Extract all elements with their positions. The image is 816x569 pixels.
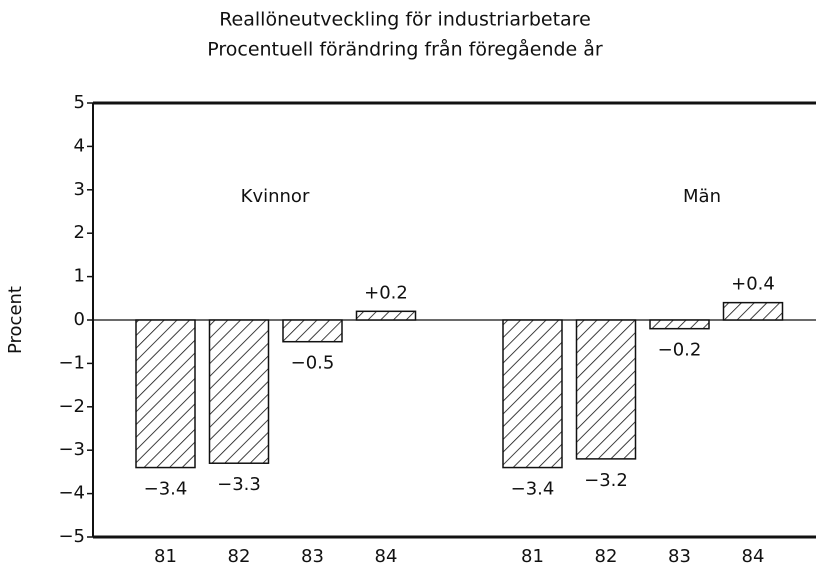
- value-label: −0.5: [291, 353, 335, 374]
- value-label: −3.3: [217, 474, 261, 495]
- y-axis-label: Procent: [5, 286, 26, 354]
- x-tick-label: 81: [521, 546, 544, 567]
- x-tick-label: 82: [595, 546, 618, 567]
- x-tick-label: 81: [154, 546, 177, 567]
- value-label: −0.2: [658, 340, 702, 361]
- x-tick-label: 84: [375, 546, 398, 567]
- x-tick-label: 82: [228, 546, 251, 567]
- bar: [355, 310, 417, 321]
- value-label: −3.4: [511, 479, 555, 500]
- x-tick-label: 84: [742, 546, 765, 567]
- y-tick-label: 0: [74, 309, 85, 330]
- y-tick-label: 2: [74, 222, 85, 243]
- x-tick-label: 83: [668, 546, 691, 567]
- y-tick-label: −4: [58, 483, 85, 504]
- group-label: Män: [683, 186, 721, 207]
- y-tick-label: −1: [58, 352, 85, 373]
- y-tick-label: −2: [58, 396, 85, 417]
- bar: [282, 319, 343, 343]
- y-tick-label: 4: [74, 135, 85, 156]
- chart-title: Reallöneutveckling för industriarbetare: [219, 9, 591, 31]
- value-label: −3.4: [144, 479, 188, 500]
- group-label: Kvinnor: [241, 186, 310, 207]
- bar: [135, 319, 196, 469]
- value-label: +0.4: [731, 274, 775, 295]
- chart-subtitle: Procentuell förändring från föregående å…: [207, 38, 603, 61]
- bar: [502, 319, 563, 469]
- y-tick-label: −5: [58, 526, 85, 547]
- y-tick-label: 3: [74, 179, 85, 200]
- bar: [722, 301, 784, 321]
- y-tick-label: 1: [74, 266, 85, 287]
- bar: [208, 319, 270, 464]
- x-tick-label: 83: [301, 546, 324, 567]
- value-label: +0.2: [364, 282, 408, 303]
- y-tick-label: −3: [58, 439, 85, 460]
- y-tick-label: 5: [74, 92, 85, 113]
- value-label: −3.2: [584, 470, 628, 491]
- bar: [575, 319, 637, 460]
- bar: [649, 319, 710, 330]
